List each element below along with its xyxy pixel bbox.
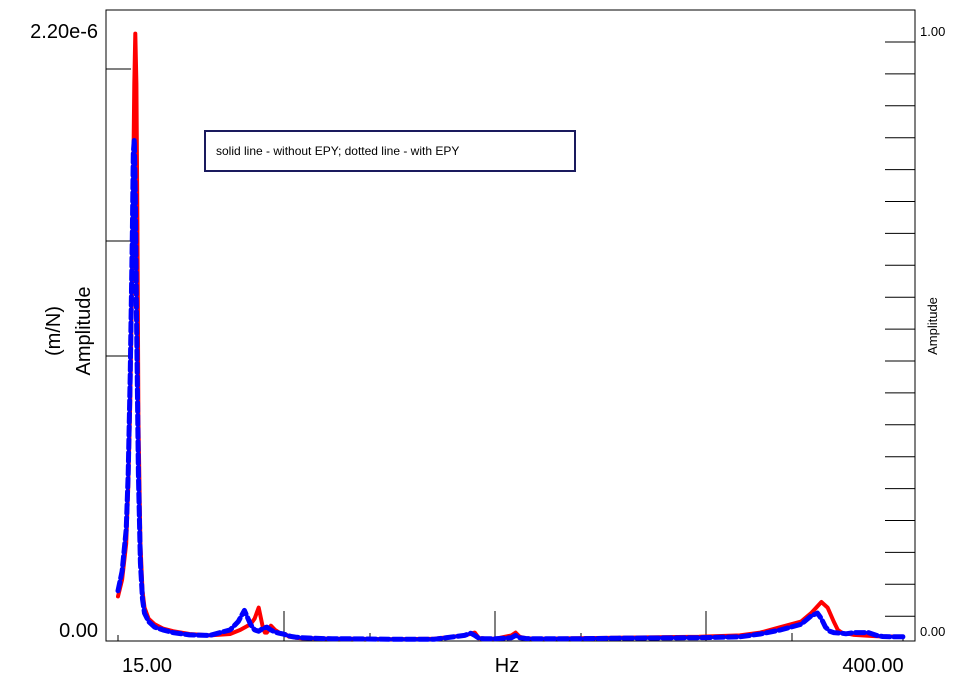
plot-area	[105, 9, 916, 642]
series-layer	[115, 31, 906, 642]
x-tick-label-right: 400.00	[842, 655, 903, 677]
y-tick-label-top: 2.20e-6	[30, 21, 98, 43]
y2-axis-title: Amplitude	[925, 297, 940, 355]
x-tick-label-left: 15.00	[122, 655, 172, 677]
legend-text: solid line - without EPY; dotted line - …	[216, 144, 460, 158]
legend: solid line - without EPY; dotted line - …	[204, 130, 576, 172]
y-axis-title-line1: (m/N)	[43, 306, 65, 356]
y2-tick-label-top: 1.00	[920, 24, 945, 39]
y-axis-title-line2: Amplitude	[73, 287, 95, 376]
y-tick-label-bottom: 0.00	[59, 620, 98, 642]
series-line-with_epy	[115, 137, 906, 642]
tick-marks	[106, 41, 915, 641]
series-line-without_epy	[116, 31, 905, 642]
y2-tick-label-bottom: 0.00	[920, 624, 945, 639]
x-axis-title: Hz	[495, 655, 519, 677]
